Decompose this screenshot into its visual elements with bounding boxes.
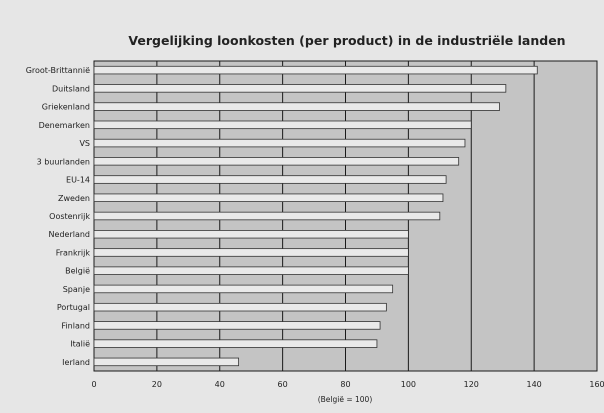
category-label: Nederland bbox=[49, 230, 90, 239]
x-tick-label: 20 bbox=[152, 380, 162, 389]
category-label: Griekenland bbox=[42, 103, 90, 112]
bar-13 bbox=[93, 302, 387, 312]
category-label: Duitsland bbox=[52, 84, 90, 93]
x-tick-label: 160 bbox=[589, 380, 604, 389]
x-tick-label: 60 bbox=[278, 380, 288, 389]
category-label: Oostenrijk bbox=[49, 212, 90, 221]
bar-0 bbox=[93, 65, 538, 75]
bar-10 bbox=[93, 248, 409, 257]
x-tick-labels: 0 20 40 60 80 100 120 140 160 bbox=[91, 380, 604, 389]
category-labels: Groot-Brittannië Duitsland Griekenland Dene… bbox=[26, 66, 91, 367]
category-label: Frankrijk bbox=[56, 248, 91, 257]
bar-6 bbox=[93, 175, 447, 184]
bar-2 bbox=[93, 102, 500, 111]
category-label: Denemarken bbox=[39, 121, 90, 130]
bar-11 bbox=[93, 266, 409, 275]
category-label: 3 buurlanden bbox=[37, 157, 90, 166]
category-label: België bbox=[65, 267, 90, 276]
category-label: VS bbox=[79, 139, 90, 148]
bar-15 bbox=[93, 339, 378, 348]
x-tick-label: 0 bbox=[91, 380, 96, 389]
bars-layer bbox=[93, 65, 538, 367]
category-label: Ierland bbox=[62, 358, 90, 367]
category-label: Finland bbox=[61, 321, 90, 330]
bar-4 bbox=[93, 138, 466, 148]
x-tick-label: 140 bbox=[526, 380, 541, 389]
x-tick-label: 100 bbox=[401, 380, 416, 389]
bar-8 bbox=[93, 211, 441, 221]
bar-1 bbox=[93, 84, 507, 93]
bar-9 bbox=[93, 230, 409, 239]
bar-16 bbox=[93, 357, 240, 367]
x-axis-label: (België = 100) bbox=[318, 395, 373, 404]
category-label: Italië bbox=[70, 340, 90, 349]
x-tick-label: 120 bbox=[464, 380, 479, 389]
bar-3 bbox=[93, 120, 472, 130]
category-label: Spanje bbox=[63, 285, 90, 294]
bar-14 bbox=[93, 321, 381, 330]
x-tick-label: 80 bbox=[340, 380, 350, 389]
bar-7 bbox=[93, 193, 444, 202]
bar-12 bbox=[93, 284, 394, 294]
category-label: Groot-Brittannië bbox=[26, 66, 90, 75]
bar-5 bbox=[93, 157, 460, 166]
category-label: EU-14 bbox=[66, 176, 90, 185]
category-label: Portugal bbox=[57, 303, 90, 312]
chart-title: Vergelijking loonkosten (per product) in… bbox=[128, 33, 565, 48]
x-tick-label: 40 bbox=[215, 380, 225, 389]
category-label: Zweden bbox=[58, 194, 90, 203]
